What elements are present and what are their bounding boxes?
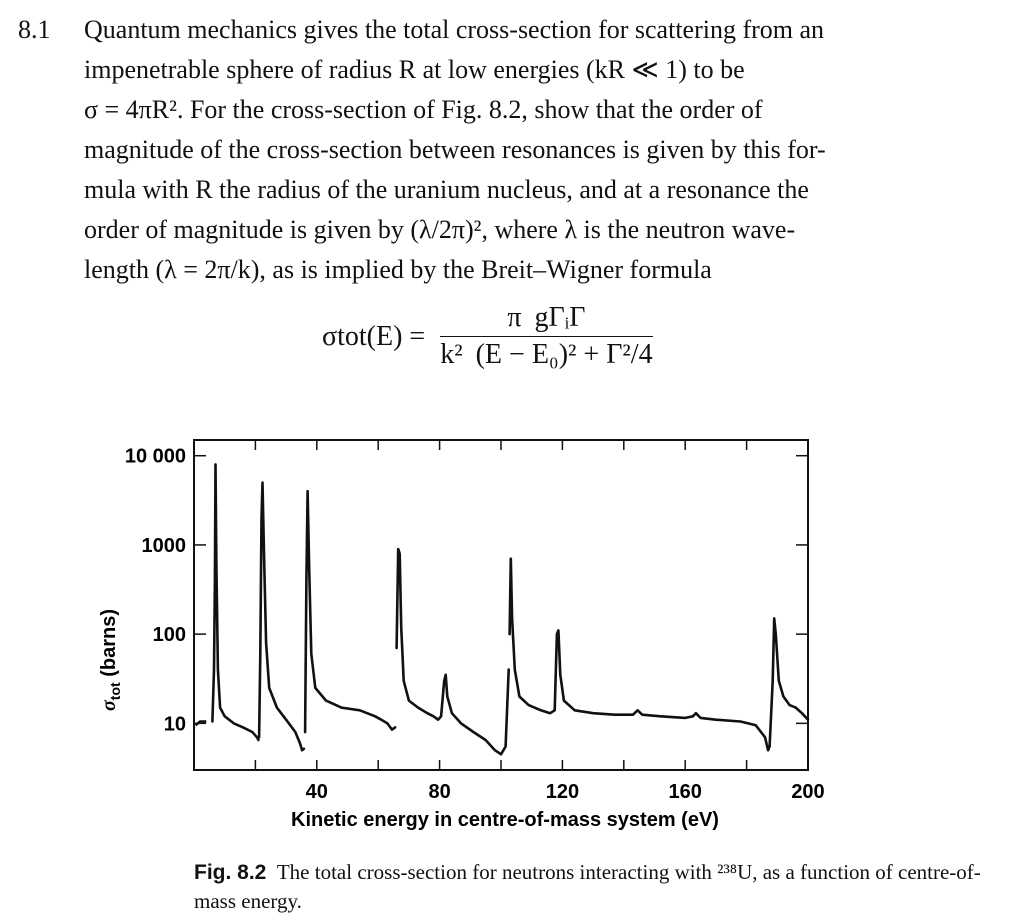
problem-line-5: mula with R the radius of the uranium nu… [84,175,809,204]
axis-ticks: 40 80 120 160 200 10 100 1000 10 000 [125,440,825,803]
caption-label: Fig. 8.2 [194,861,267,884]
cross-section-curve-segment [395,547,510,756]
y-tick-label: 10 [164,713,186,735]
breit-wigner-equation: σtot(E) = π gΓᵢΓ k² (E − E₀)² + Γ²/4 [322,302,653,371]
cross-section-curve-segment [508,557,810,752]
equation-denominator-right: (E − E₀)² + Γ²/4 [475,339,653,370]
x-tick-label: 160 [669,781,702,803]
x-axis-label: Kinetic energy in centre-of-mass system … [291,809,719,831]
equation-lhs: σtot(E) = [322,320,426,352]
cross-section-chart: 40 80 120 160 200 10 100 1000 10 000 σtot (barns… [98,439,825,831]
y-tick-label: 100 [153,624,186,646]
problem-line-3: σ = 4πR². For the cross-section of Fig. … [84,95,763,124]
series-group [194,463,810,756]
x-tick-label: 80 [428,781,450,803]
cross-section-curve-segment [211,463,260,742]
equation-fraction: π gΓᵢΓ k² (E − E₀)² + Γ²/4 [440,302,653,371]
problem-text: Quantum mechanics gives the total cross-… [84,10,1008,290]
cross-section-curve-start [194,720,207,727]
equation-numerator-right: gΓᵢΓ [534,302,586,333]
figure-caption: Fig. 8.2 The total cross-section for neu… [194,858,994,915]
x-tick-label: 40 [306,781,328,803]
problem-number: 8.1 [18,15,51,44]
problem-line-1: Quantum mechanics gives the total cross-… [84,15,825,44]
y-tick-label: 10 000 [125,446,186,468]
x-tick-label: 120 [546,781,579,803]
cross-section-curve-segment [257,481,306,752]
problem-line-2: impenetrable sphere of radius R at low e… [84,55,745,84]
problem-8-1: 8.1 Quantum mechanics gives the total cr… [18,10,1008,290]
y-axis-label: σtot (barns) [98,609,123,711]
problem-line-4: magnitude of the cross-section between r… [84,135,826,164]
problem-line-6: order of magnitude is given by (λ/2π)², … [84,215,796,244]
caption-text: The total cross-section for neutrons int… [194,860,981,913]
equation-numerator-left: π [507,302,522,333]
cross-section-curve-segment [303,489,397,734]
problem-line-7: length (λ = 2π/k), as is implied by the … [84,255,712,284]
equation-denominator-left: k² [440,339,463,370]
x-tick-label: 200 [791,781,824,803]
y-tick-label: 1000 [142,535,187,557]
